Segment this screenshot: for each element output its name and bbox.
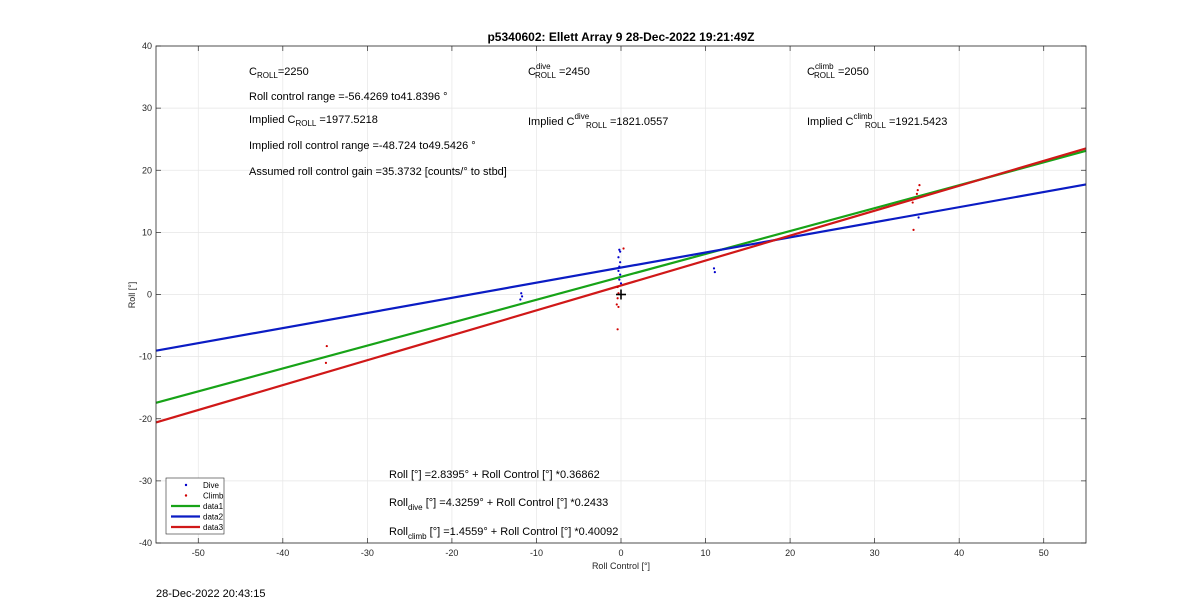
y-tick-label: 0 xyxy=(147,290,152,300)
point-dive xyxy=(619,282,623,285)
y-tick-label: 20 xyxy=(142,165,152,175)
legend-label: data3 xyxy=(203,523,224,532)
point-dive xyxy=(520,292,523,295)
point-dive xyxy=(617,256,620,259)
y-tick-label: -40 xyxy=(139,538,152,548)
y-tick-label: 10 xyxy=(142,227,152,237)
point-dive xyxy=(618,248,621,251)
point-dive xyxy=(619,273,622,276)
c-roll-annotation: CROLL=2250 xyxy=(249,66,309,80)
legend-label: Dive xyxy=(203,481,220,490)
point-dive xyxy=(519,298,522,301)
x-tick-label: 20 xyxy=(785,548,795,558)
y-tick-label: -30 xyxy=(139,476,152,486)
legend-label: data2 xyxy=(203,513,224,522)
assumed-gain-annotation: Assumed roll control gain =35.3732 [coun… xyxy=(249,166,507,178)
current-point-marker xyxy=(616,289,626,300)
y-tick-label: 30 xyxy=(142,103,152,113)
point-climb xyxy=(616,285,619,289)
point-climb xyxy=(616,297,619,300)
x-tick-label: 10 xyxy=(701,548,711,558)
legend-marker xyxy=(184,494,188,497)
x-tick-label: 0 xyxy=(618,548,623,558)
x-tick-label: 30 xyxy=(870,548,880,558)
fit-line-data2 xyxy=(155,183,1087,352)
x-axis-label: Roll Control [°] xyxy=(592,561,650,571)
c-roll-climb-annotation: Cclimb ROLL =2050 xyxy=(807,62,869,80)
point-climb xyxy=(615,303,618,306)
y-tick-label: -20 xyxy=(139,414,152,424)
fit-dive-annotation: Rolldive [°] =4.3259° + Roll Control [°]… xyxy=(389,497,608,512)
point-climb xyxy=(617,305,620,309)
fit-line-data1 xyxy=(155,149,1087,404)
point-dive xyxy=(520,295,524,298)
point-climb xyxy=(918,184,921,187)
point-climb xyxy=(916,189,919,192)
x-tick-label: 40 xyxy=(954,548,964,558)
axis-ticks: -50 -40 -30 -20 -10 0 10 20 30 40 50 -40 -30 -20 -10 0 1… xyxy=(139,41,1086,558)
y-tick-label: 40 xyxy=(142,41,152,51)
timestamp: 28-Dec-2022 20:43:15 xyxy=(156,588,266,600)
y-tick-label: -10 xyxy=(139,352,152,362)
legend-marker xyxy=(184,483,188,487)
implied-c-roll-dive-annotation: Implied Cdive ROLL =1821.0557 xyxy=(528,112,668,130)
point-dive xyxy=(617,269,620,272)
x-tick-label: -30 xyxy=(361,548,374,558)
point-dive xyxy=(619,261,622,264)
x-tick-label: -20 xyxy=(445,548,458,558)
point-dive xyxy=(713,271,716,274)
fit-all-annotation: Roll [°] =2.8395° + Roll Control [°] *0.… xyxy=(389,469,600,481)
point-climb xyxy=(915,192,919,195)
fit-line-data3 xyxy=(155,147,1087,424)
x-tick-label: 50 xyxy=(1039,548,1049,558)
x-tick-label: -50 xyxy=(192,548,205,558)
point-dive xyxy=(619,250,622,253)
x-tick-label: -10 xyxy=(530,548,543,558)
implied-c-roll-climb-annotation: Implied Cclimb ROLL =1921.5423 xyxy=(807,112,947,130)
c-roll-dive-annotation: Cdive ROLL =2450 xyxy=(528,62,590,80)
fit-lines xyxy=(155,147,1087,424)
point-climb xyxy=(622,247,625,250)
point-climb xyxy=(325,344,328,348)
implied-roll-range-annotation: Implied roll control range =-48.724 to49… xyxy=(249,140,476,152)
point-dive xyxy=(917,216,920,219)
x-tick-label: -40 xyxy=(276,548,289,558)
point-dive xyxy=(618,278,621,281)
point-climb xyxy=(616,328,619,331)
legend-label: data1 xyxy=(203,502,224,511)
point-climb xyxy=(911,201,914,204)
fit-climb-annotation: Rollclimb [°] =1.4559° + Roll Control [°… xyxy=(389,526,618,541)
chart-title: p5340602: Ellett Array 9 28-Dec-2022 19:… xyxy=(487,30,754,44)
scatter-points xyxy=(324,184,921,364)
implied-c-roll-annotation: Implied CROLL =1977.5218 xyxy=(249,114,378,128)
point-climb xyxy=(324,361,328,364)
roll-control-range-annotation: Roll control range =-56.4269 to41.8396 ° xyxy=(249,91,448,103)
legend-label: Climb xyxy=(203,492,224,501)
point-dive xyxy=(618,265,621,268)
y-axis-label: Roll [°] xyxy=(127,282,137,309)
point-dive xyxy=(712,267,716,270)
point-climb xyxy=(912,228,915,231)
